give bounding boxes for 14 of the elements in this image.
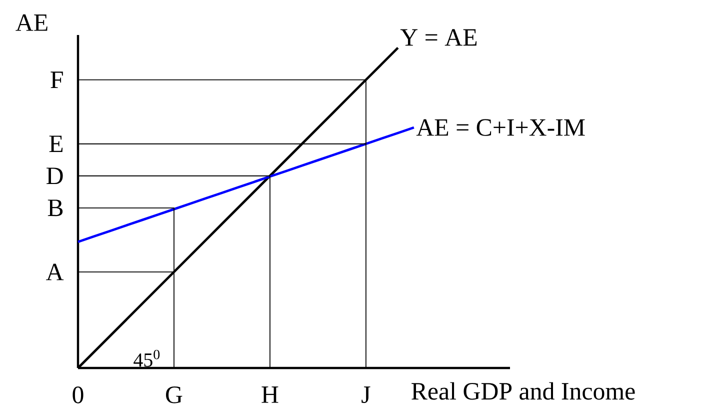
series-label: AE = C+I+X-IM xyxy=(416,119,585,136)
annotation: E xyxy=(49,136,63,152)
y-axis-title: AE xyxy=(16,14,48,31)
x-tick-label: H xyxy=(262,386,278,403)
annotation: F xyxy=(50,72,63,88)
x-axis-title: Real GDP and Income xyxy=(412,382,635,400)
x-tick-label: J xyxy=(362,386,370,404)
annotation: 45$^{0}$ xyxy=(134,350,160,367)
series-label: Y = AE xyxy=(400,29,477,46)
annotation: D xyxy=(46,168,63,184)
x-tick-label: G xyxy=(166,386,182,404)
annotation: A xyxy=(46,264,64,280)
annotation: B xyxy=(48,200,63,216)
x-tick-label: 0 xyxy=(72,386,84,404)
